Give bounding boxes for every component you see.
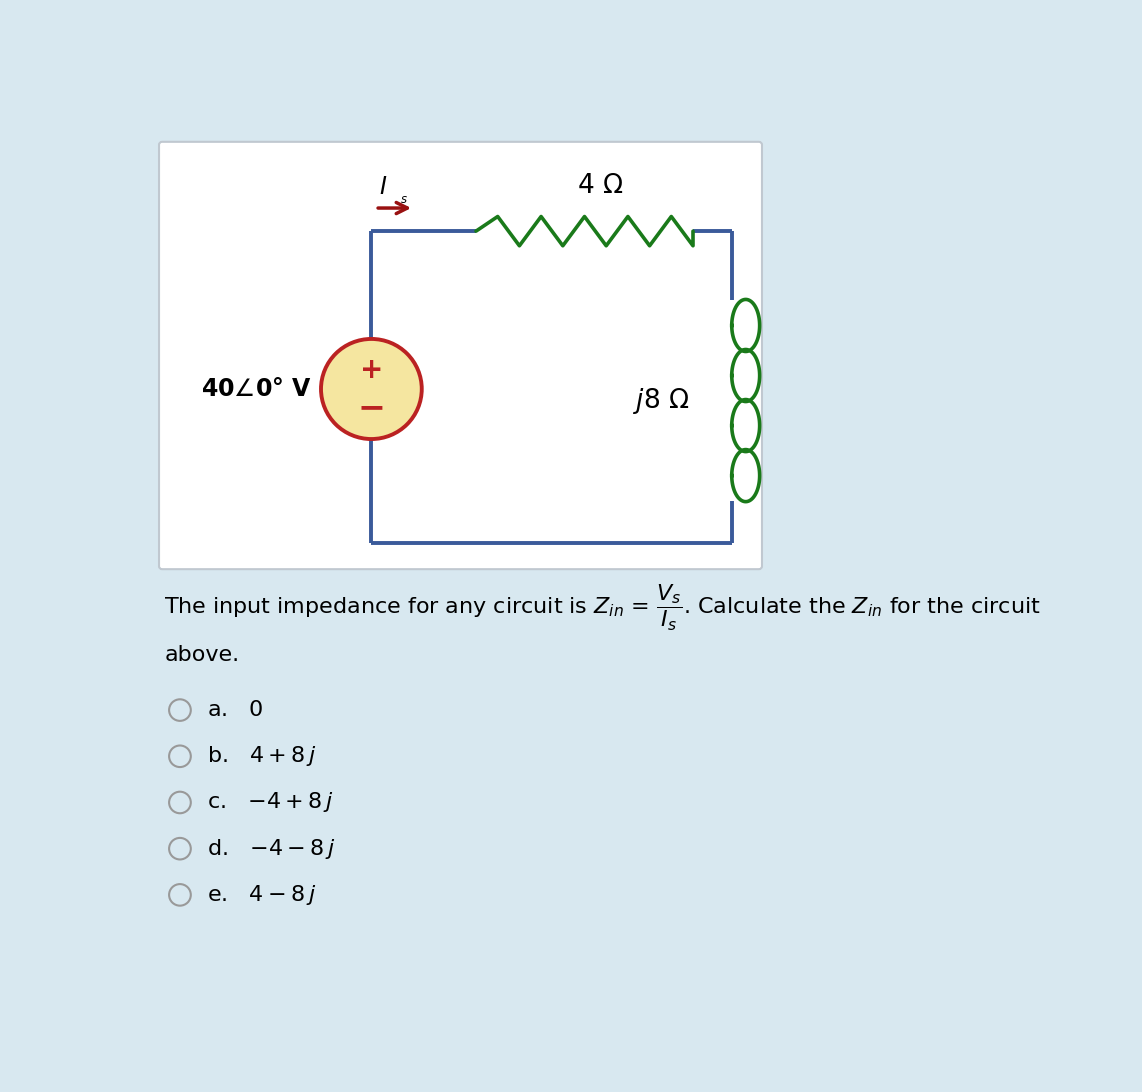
Text: −: − xyxy=(357,392,385,425)
FancyBboxPatch shape xyxy=(159,142,762,569)
Text: The input impedance for any circuit is $Z_{in}$ = $\dfrac{V_s}{I_s}$. Calculate : The input impedance for any circuit is $… xyxy=(164,583,1042,633)
Text: 4 $\Omega$: 4 $\Omega$ xyxy=(577,173,624,199)
Text: $_s$: $_s$ xyxy=(400,187,408,205)
Text: a.   $0$: a. $0$ xyxy=(207,700,264,720)
Text: d.   $-4 - 8\,j$: d. $-4 - 8\,j$ xyxy=(207,836,336,860)
Text: $I$: $I$ xyxy=(379,175,387,199)
Text: $j$8 $\Omega$: $j$8 $\Omega$ xyxy=(633,385,689,416)
Text: above.: above. xyxy=(164,644,240,665)
Text: +: + xyxy=(360,356,383,384)
Circle shape xyxy=(321,339,421,439)
Text: b.   $4 + 8\,j$: b. $4 + 8\,j$ xyxy=(207,745,316,769)
Text: c.   $-4 + 8\,j$: c. $-4 + 8\,j$ xyxy=(207,791,333,815)
Text: 40$\angle$0° V: 40$\angle$0° V xyxy=(201,377,312,401)
Text: e.   $4 - 8\,j$: e. $4 - 8\,j$ xyxy=(207,882,316,906)
